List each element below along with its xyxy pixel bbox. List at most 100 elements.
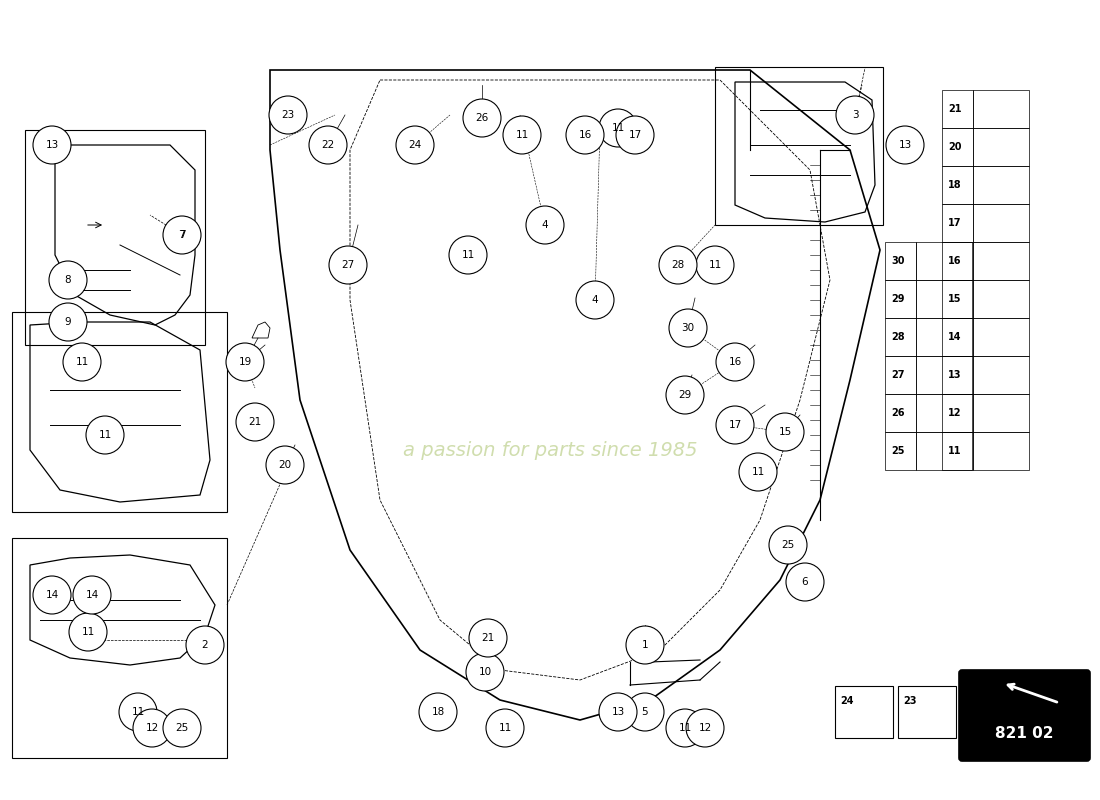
Bar (972, 394, 1028, 432)
Bar (972, 128, 1028, 166)
Circle shape (50, 303, 87, 341)
Circle shape (73, 576, 111, 614)
Text: 28: 28 (671, 260, 684, 270)
Bar (886, 280, 916, 318)
Text: 20: 20 (278, 460, 292, 470)
Bar (972, 432, 1028, 470)
Bar (972, 166, 1028, 204)
Bar (886, 318, 916, 356)
Bar (942, 204, 972, 242)
Text: 19: 19 (239, 357, 252, 367)
Circle shape (566, 116, 604, 154)
Bar (972, 280, 1028, 318)
Text: 14: 14 (948, 332, 961, 342)
Text: 11: 11 (461, 250, 474, 260)
Text: 30: 30 (681, 323, 694, 333)
Circle shape (696, 246, 734, 284)
Text: 821 02: 821 02 (996, 726, 1054, 741)
Bar (942, 394, 972, 432)
Circle shape (576, 281, 614, 319)
Text: 14: 14 (86, 590, 99, 600)
Bar (942, 166, 972, 204)
Text: 11: 11 (612, 123, 625, 133)
Text: 27: 27 (891, 370, 904, 380)
Circle shape (686, 709, 724, 747)
Text: 16: 16 (579, 130, 592, 140)
Circle shape (396, 126, 435, 164)
Text: 20: 20 (948, 142, 961, 152)
Bar (916, 356, 971, 394)
Circle shape (69, 613, 107, 651)
Circle shape (766, 413, 804, 451)
FancyBboxPatch shape (835, 686, 893, 738)
Bar (886, 356, 916, 394)
Text: 10: 10 (478, 667, 492, 677)
Text: 11: 11 (81, 627, 95, 637)
Text: 22: 22 (321, 140, 334, 150)
Circle shape (486, 709, 524, 747)
Text: 8: 8 (65, 275, 72, 285)
Circle shape (716, 343, 754, 381)
Bar (886, 242, 916, 280)
Text: 29: 29 (679, 390, 692, 400)
Circle shape (526, 206, 564, 244)
Text: 11: 11 (131, 707, 144, 717)
Circle shape (226, 343, 264, 381)
Circle shape (836, 96, 874, 134)
Text: 11: 11 (98, 430, 111, 440)
Text: 12: 12 (145, 723, 158, 733)
Circle shape (266, 446, 304, 484)
Text: 25: 25 (175, 723, 188, 733)
Text: 13: 13 (45, 140, 58, 150)
Text: 12: 12 (698, 723, 712, 733)
Text: 6: 6 (802, 577, 808, 587)
Text: 24: 24 (408, 140, 421, 150)
Circle shape (503, 116, 541, 154)
Text: 11: 11 (498, 723, 512, 733)
Text: 17: 17 (628, 130, 641, 140)
Circle shape (329, 246, 367, 284)
Circle shape (786, 563, 824, 601)
Text: 14: 14 (45, 590, 58, 600)
Text: 12: 12 (948, 408, 961, 418)
Circle shape (186, 626, 224, 664)
Text: 23: 23 (282, 110, 295, 120)
FancyBboxPatch shape (898, 686, 956, 738)
Text: 11: 11 (751, 467, 764, 477)
Circle shape (666, 709, 704, 747)
Text: 15: 15 (779, 427, 792, 437)
Circle shape (463, 99, 500, 137)
Bar (942, 242, 972, 280)
Text: 25: 25 (781, 540, 794, 550)
Circle shape (163, 709, 201, 747)
Circle shape (600, 109, 637, 147)
Text: 28: 28 (891, 332, 905, 342)
Circle shape (616, 116, 654, 154)
Circle shape (886, 126, 924, 164)
Text: 18: 18 (431, 707, 444, 717)
Text: 11: 11 (76, 357, 89, 367)
Circle shape (626, 626, 664, 664)
Bar (972, 356, 1028, 394)
Circle shape (626, 693, 664, 731)
Bar (916, 242, 971, 280)
Bar (916, 432, 971, 470)
Bar (916, 280, 971, 318)
Text: 26: 26 (475, 113, 488, 123)
Circle shape (119, 693, 157, 731)
Circle shape (739, 453, 777, 491)
Circle shape (50, 261, 87, 299)
Text: 17: 17 (948, 218, 961, 228)
Circle shape (769, 526, 807, 564)
Circle shape (419, 693, 456, 731)
Circle shape (666, 376, 704, 414)
Circle shape (86, 416, 124, 454)
Bar (942, 318, 972, 356)
Text: a passion for parts since 1985: a passion for parts since 1985 (403, 441, 697, 459)
Text: 18: 18 (948, 180, 961, 190)
Bar (942, 356, 972, 394)
Circle shape (236, 403, 274, 441)
Text: 13: 13 (899, 140, 912, 150)
Text: 9: 9 (65, 317, 72, 327)
Text: 16: 16 (728, 357, 741, 367)
